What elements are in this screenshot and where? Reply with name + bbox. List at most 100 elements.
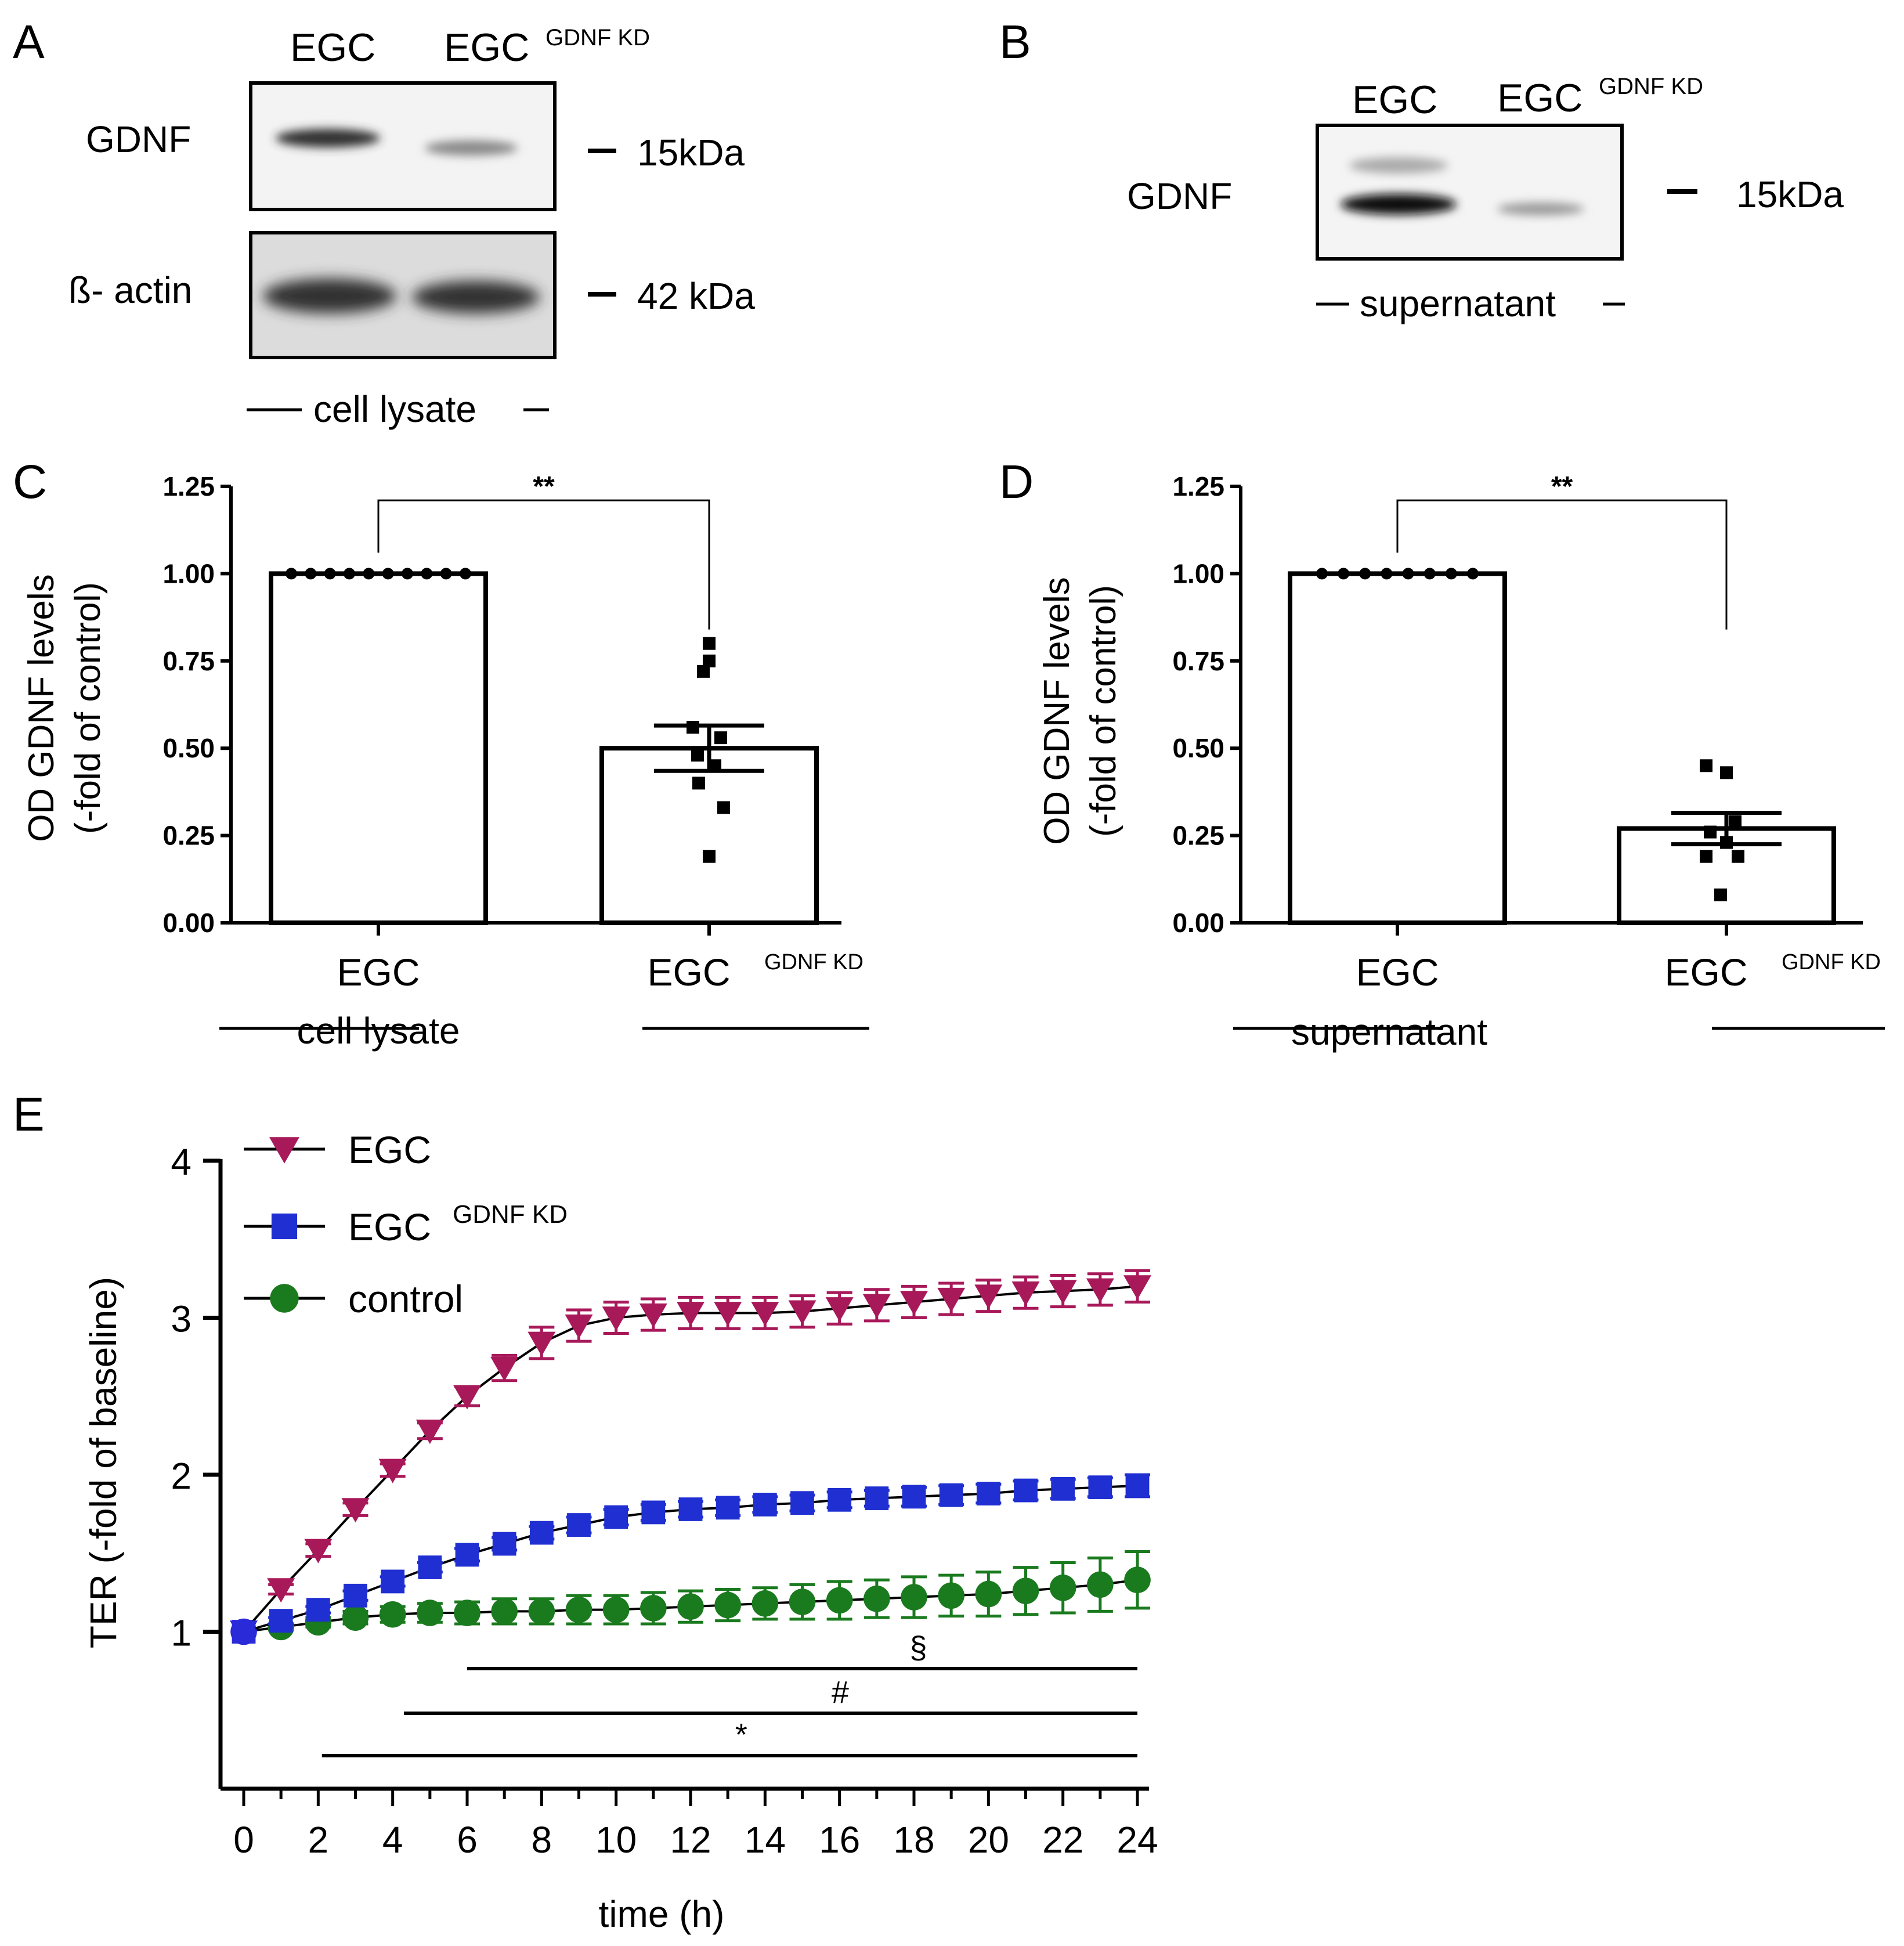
panel-a: A EGC EGC GDNF KD GDNF 15kDa ß- actin 42… — [13, 16, 755, 430]
data-point — [826, 1587, 853, 1614]
data-point — [491, 1598, 518, 1625]
data-point — [1359, 568, 1371, 580]
data-point — [1049, 1280, 1077, 1305]
panel-a-lane2-sup: GDNF KD — [545, 25, 650, 50]
data-point — [454, 1600, 480, 1626]
data-point — [269, 1609, 293, 1633]
band-b-upper — [1349, 157, 1448, 174]
data-point — [421, 568, 433, 580]
data-point — [937, 1287, 966, 1312]
data-point — [378, 1458, 407, 1483]
y-tick-label: 0.00 — [162, 908, 215, 938]
y-tick-label: 1.25 — [1172, 471, 1224, 501]
data-point — [1012, 1577, 1039, 1604]
data-point — [974, 1284, 1003, 1309]
data-point — [901, 1584, 927, 1611]
ylabel-line2: (-fold of control) — [68, 582, 108, 834]
data-point — [528, 1598, 555, 1625]
data-point — [267, 1578, 295, 1603]
x-tick-label: 8 — [532, 1819, 552, 1861]
y-tick-label: 0.50 — [1172, 733, 1224, 763]
data-point — [703, 654, 716, 667]
data-point — [790, 1491, 814, 1515]
data-point — [938, 1582, 964, 1609]
legend: EGC EGC GDNF KD control — [244, 1128, 568, 1320]
x-tick-label: 24 — [1117, 1819, 1158, 1861]
data-point — [717, 801, 730, 814]
data-point — [418, 1555, 442, 1579]
data-point — [1732, 850, 1744, 863]
data-point — [902, 1485, 926, 1509]
data-point — [864, 1585, 890, 1612]
panel-c-letter: C — [13, 456, 47, 508]
x-tick-label: 4 — [382, 1819, 403, 1861]
data-point — [286, 568, 297, 580]
data-point — [1049, 1574, 1076, 1601]
data-point — [639, 1303, 667, 1328]
ylabel-line1: OD GDNF levels — [1037, 577, 1077, 845]
significance-label: ** — [1551, 471, 1573, 502]
y-tick-label: 0.75 — [162, 646, 215, 676]
data-point — [304, 1539, 333, 1564]
panel-c-ylabel: OD GDNF levels (-fold of control) — [21, 574, 108, 842]
data-point — [789, 1588, 816, 1615]
category-label: EGC — [1356, 951, 1439, 994]
y-tick-label: 1 — [171, 1612, 192, 1654]
blot-b-gdnf — [1316, 124, 1624, 261]
data-point — [677, 1302, 704, 1327]
y-tick-label: 0.25 — [162, 821, 215, 851]
data-point — [1123, 1275, 1151, 1300]
data-point — [1086, 1278, 1114, 1303]
data-point — [1424, 568, 1436, 580]
data-point — [270, 1284, 299, 1313]
x-tick-label: 2 — [308, 1819, 329, 1861]
data-point — [604, 1505, 628, 1529]
data-point — [697, 665, 710, 678]
data-point — [677, 1593, 704, 1620]
data-point — [460, 568, 471, 580]
y-tick-label: 1.00 — [162, 558, 215, 589]
x-categories: EGC EGC GDNF KD — [337, 950, 864, 994]
series — [230, 1269, 1151, 1645]
data-point — [565, 1596, 592, 1623]
panel-b-gdnf-label: GDNF — [1127, 175, 1232, 217]
panel-d: D OD GDNF levels (-fold of control) 0.00… — [999, 456, 1885, 1053]
data-point — [1700, 759, 1712, 772]
data-point — [1402, 568, 1414, 580]
data-point — [1445, 568, 1457, 580]
panel-b-footer: supernatant — [1360, 283, 1556, 324]
y-tick-label: 4 — [171, 1141, 192, 1183]
data-point — [900, 1291, 928, 1316]
legend-label: control — [348, 1277, 463, 1320]
panel-a-gdnf-marker: 15kDa — [637, 132, 745, 174]
data-point — [1704, 825, 1717, 839]
data-point — [828, 1488, 852, 1512]
significance-symbol: * — [735, 1717, 747, 1752]
panel-c-footer: cell lysate — [297, 1010, 460, 1052]
data-point — [402, 568, 413, 580]
data-point — [1729, 815, 1742, 828]
data-point — [825, 1297, 854, 1322]
panel-e-ylabel: TER (-fold of baseline) — [82, 1277, 124, 1648]
panel-c: C OD GDNF levels (-fold of control) 0.00… — [13, 456, 869, 1052]
data-point — [641, 1500, 666, 1525]
data-point — [1125, 1474, 1150, 1498]
significance-bracket — [377, 499, 710, 630]
data-point — [714, 1591, 741, 1619]
x-tick-label: 20 — [968, 1819, 1009, 1861]
panel-e-xlabel: time (h) — [599, 1893, 725, 1935]
data-point — [939, 1483, 963, 1507]
bar-1 — [269, 571, 488, 925]
panel-b-lane2-label: EGC — [1497, 76, 1583, 120]
x-tick-label: 22 — [1042, 1819, 1083, 1861]
data-point — [1338, 568, 1350, 580]
x-tick-label: 14 — [745, 1819, 786, 1861]
band-a-actin-egc — [263, 279, 396, 313]
panel-a-actin-marker: 42 kDa — [637, 275, 755, 317]
data-point — [344, 568, 355, 580]
legend-label: EGC — [348, 1205, 431, 1248]
data-point — [703, 637, 716, 650]
x-tick-label: 18 — [893, 1819, 934, 1861]
